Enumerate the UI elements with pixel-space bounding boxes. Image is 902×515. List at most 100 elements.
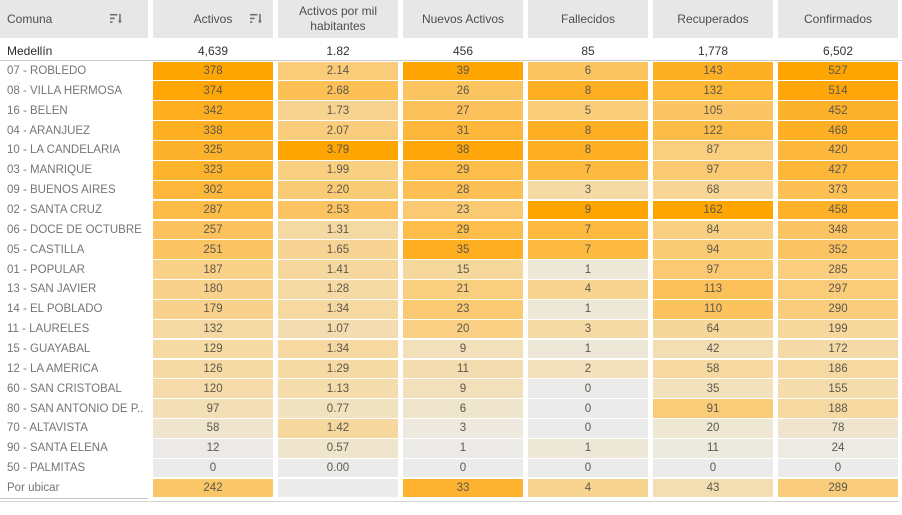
heat-cell[interactable]: 20 — [403, 319, 523, 339]
heat-cell[interactable]: 2.07 — [278, 121, 398, 140]
row-label[interactable]: 04 - ARANJUEZ — [0, 121, 148, 140]
heat-cell[interactable]: 3.79 — [278, 141, 398, 160]
heat-cell[interactable]: 287 — [153, 200, 273, 220]
row-label[interactable]: 50 - PALMITAS — [0, 458, 148, 478]
heat-cell[interactable]: 0 — [153, 458, 273, 478]
heat-cell[interactable]: 31 — [403, 121, 523, 140]
column-header-activos-por-mil[interactable]: Activos por mil habitantes — [278, 0, 398, 38]
heat-cell[interactable]: 187 — [153, 260, 273, 279]
heat-cell[interactable]: 458 — [778, 200, 898, 220]
column-header-activos[interactable]: Activos — [153, 0, 273, 38]
heat-cell[interactable]: 452 — [778, 101, 898, 120]
heat-cell[interactable]: 0 — [528, 458, 648, 478]
heat-cell[interactable]: 323 — [153, 160, 273, 180]
heat-cell[interactable]: 11 — [403, 359, 523, 379]
row-label[interactable]: 70 - ALTAVISTA — [0, 419, 148, 438]
total-row-label[interactable]: Medellín — [0, 41, 148, 60]
column-header-fallecidos[interactable]: Fallecidos — [528, 0, 648, 38]
heat-cell[interactable]: 126 — [153, 359, 273, 379]
heat-cell[interactable]: 1.99 — [278, 160, 398, 180]
column-header-comuna[interactable]: Comuna — [0, 0, 148, 38]
heat-cell[interactable]: 325 — [153, 141, 273, 160]
heat-cell[interactable]: 0 — [653, 458, 773, 478]
heat-cell[interactable]: 15 — [403, 260, 523, 279]
heat-cell[interactable]: 4 — [528, 280, 648, 299]
heat-cell[interactable]: 242 — [153, 478, 273, 498]
row-label[interactable]: 60 - SAN CRISTOBAL — [0, 379, 148, 398]
row-label[interactable]: Por ubicar — [0, 478, 148, 498]
heat-cell[interactable] — [278, 478, 398, 498]
heat-cell[interactable]: 97 — [153, 399, 273, 418]
heat-cell[interactable]: 155 — [778, 379, 898, 398]
heat-cell[interactable]: 4 — [528, 478, 648, 498]
heat-cell[interactable]: 6 — [403, 399, 523, 418]
heat-cell[interactable]: 373 — [778, 180, 898, 200]
heat-cell[interactable]: 290 — [778, 299, 898, 319]
heat-cell[interactable]: 186 — [778, 359, 898, 379]
heat-cell[interactable]: 91 — [653, 399, 773, 418]
heat-cell[interactable]: 1.34 — [278, 339, 398, 359]
heat-cell[interactable]: 297 — [778, 280, 898, 299]
row-label[interactable]: 06 - DOCE DE OCTUBRE — [0, 220, 148, 240]
heat-cell[interactable]: 43 — [653, 478, 773, 498]
heat-cell[interactable]: 87 — [653, 141, 773, 160]
heat-cell[interactable]: 0.57 — [278, 438, 398, 458]
heat-cell[interactable]: 23 — [403, 299, 523, 319]
heat-cell[interactable]: 38 — [403, 141, 523, 160]
heat-cell[interactable]: 1.73 — [278, 101, 398, 120]
heat-cell[interactable]: 2 — [528, 359, 648, 379]
heat-cell[interactable]: 33 — [403, 478, 523, 498]
row-label[interactable]: 14 - EL POBLADO — [0, 299, 148, 319]
sort-descending-icon[interactable] — [250, 13, 262, 25]
heat-cell[interactable]: 2.53 — [278, 200, 398, 220]
heat-cell[interactable]: 105 — [653, 101, 773, 120]
heat-cell[interactable]: 527 — [778, 61, 898, 81]
heat-cell[interactable]: 0 — [528, 399, 648, 418]
heat-cell[interactable]: 179 — [153, 299, 273, 319]
heat-cell[interactable]: 1.29 — [278, 359, 398, 379]
heat-cell[interactable]: 9 — [403, 379, 523, 398]
heat-cell[interactable]: 162 — [653, 200, 773, 220]
heat-cell[interactable]: 468 — [778, 121, 898, 140]
heat-cell[interactable]: 97 — [653, 260, 773, 279]
heat-cell[interactable]: 1 — [528, 339, 648, 359]
heat-cell[interactable]: 1.42 — [278, 419, 398, 438]
heat-cell[interactable]: 11 — [653, 438, 773, 458]
heat-cell[interactable]: 1.13 — [278, 379, 398, 398]
row-label[interactable]: 13 - SAN JAVIER — [0, 280, 148, 299]
heat-cell[interactable]: 122 — [653, 121, 773, 140]
heat-cell[interactable]: 132 — [653, 81, 773, 101]
heat-cell[interactable]: 120 — [153, 379, 273, 398]
row-label[interactable]: 07 - ROBLEDO — [0, 61, 148, 81]
heat-cell[interactable]: 0.00 — [278, 458, 398, 478]
heat-cell[interactable]: 24 — [778, 438, 898, 458]
total-value-nuevos-activos[interactable]: 456 — [403, 41, 523, 60]
total-value-activos-por-mil[interactable]: 1.82 — [278, 41, 398, 60]
row-label[interactable]: 12 - LA AMERICA — [0, 359, 148, 379]
heat-cell[interactable]: 29 — [403, 220, 523, 240]
row-label[interactable]: 10 - LA CANDELARIA — [0, 141, 148, 160]
total-value-confirmados[interactable]: 6,502 — [778, 41, 898, 60]
heat-cell[interactable]: 27 — [403, 101, 523, 120]
heat-cell[interactable]: 113 — [653, 280, 773, 299]
heat-cell[interactable]: 8 — [528, 81, 648, 101]
heat-cell[interactable]: 5 — [528, 101, 648, 120]
heat-cell[interactable]: 9 — [403, 339, 523, 359]
heat-cell[interactable]: 7 — [528, 220, 648, 240]
heat-cell[interactable]: 251 — [153, 240, 273, 259]
heat-cell[interactable]: 352 — [778, 240, 898, 259]
heat-cell[interactable]: 42 — [653, 339, 773, 359]
heat-cell[interactable]: 348 — [778, 220, 898, 240]
heat-cell[interactable]: 420 — [778, 141, 898, 160]
heat-cell[interactable]: 94 — [653, 240, 773, 259]
sort-descending-icon[interactable] — [110, 13, 122, 25]
heat-cell[interactable]: 35 — [653, 379, 773, 398]
heat-cell[interactable]: 8 — [528, 121, 648, 140]
row-label[interactable]: 01 - POPULAR — [0, 260, 148, 279]
heat-cell[interactable]: 97 — [653, 160, 773, 180]
heat-cell[interactable]: 1.28 — [278, 280, 398, 299]
heat-cell[interactable]: 2.68 — [278, 81, 398, 101]
heat-cell[interactable]: 285 — [778, 260, 898, 279]
heat-cell[interactable]: 39 — [403, 61, 523, 81]
heat-cell[interactable]: 338 — [153, 121, 273, 140]
